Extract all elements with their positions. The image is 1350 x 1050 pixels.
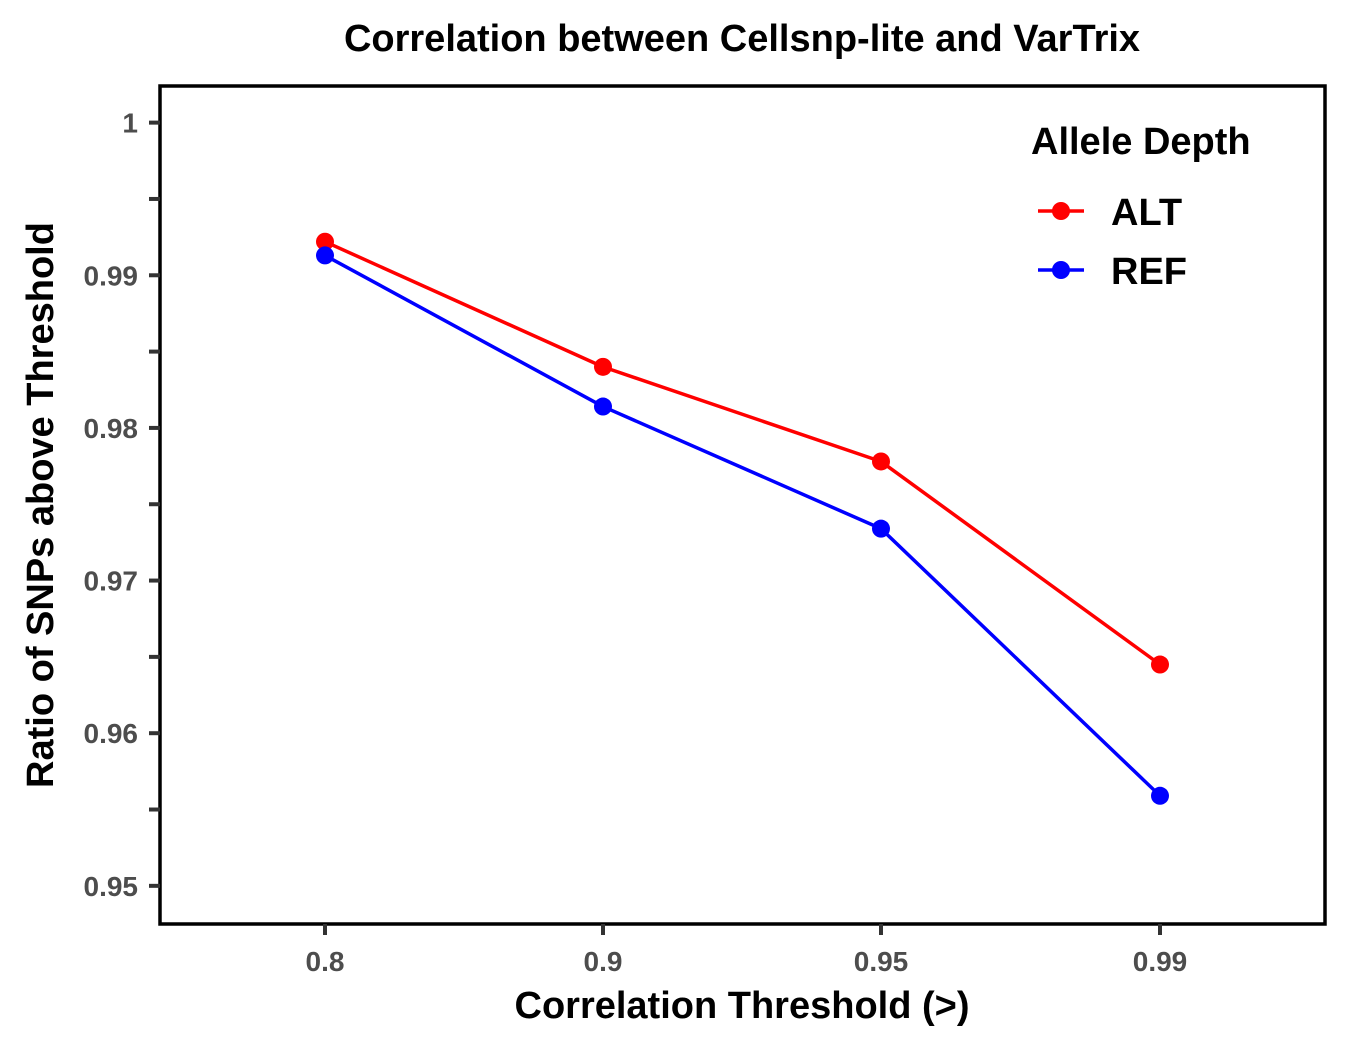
- x-tick-label: 0.95: [854, 946, 909, 977]
- legend-marker: [1052, 261, 1070, 279]
- data-point: [316, 246, 334, 265]
- y-tick-label: 1: [122, 108, 138, 139]
- chart-title: Correlation between Cellsnp-lite and Var…: [344, 18, 1140, 60]
- legend: Allele Depth ALT REF: [1031, 121, 1251, 293]
- data-point: [1151, 655, 1169, 674]
- y-axis: 0.95 0.96 0.97 0.98 0.99 1: [84, 108, 160, 902]
- x-tick-label: 0.99: [1133, 946, 1188, 977]
- y-tick-label: 0.97: [84, 566, 139, 597]
- y-axis-title: Ratio of SNPs above Threshold: [20, 222, 62, 788]
- data-point: [872, 452, 890, 471]
- x-axis-title: Correlation Threshold (>): [515, 985, 970, 1027]
- data-point: [316, 232, 334, 251]
- data-point: [1151, 786, 1169, 805]
- y-tick-label: 0.99: [84, 260, 139, 291]
- legend-title: Allele Depth: [1031, 121, 1251, 163]
- series-ref: [316, 246, 1169, 805]
- series-layer: [316, 232, 1169, 805]
- legend-item-alt: ALT: [1038, 192, 1182, 234]
- data-point: [872, 519, 890, 538]
- data-point: [594, 397, 612, 416]
- y-tick-label: 0.96: [84, 718, 139, 749]
- x-tick-label: 0.8: [306, 946, 345, 977]
- y-tick-label: 0.95: [84, 871, 139, 902]
- series-alt: [316, 232, 1169, 674]
- series-line: [324, 240, 1162, 666]
- legend-item-ref: REF: [1038, 251, 1187, 293]
- x-axis: 0.8 0.9 0.95 0.99: [306, 924, 1188, 977]
- legend-marker: [1052, 202, 1070, 220]
- legend-label: REF: [1111, 251, 1187, 293]
- legend-label: ALT: [1111, 192, 1182, 234]
- x-tick-label: 0.9: [584, 946, 623, 977]
- y-tick-label: 0.98: [84, 413, 139, 444]
- data-point: [594, 357, 612, 376]
- series-line: [324, 253, 1162, 798]
